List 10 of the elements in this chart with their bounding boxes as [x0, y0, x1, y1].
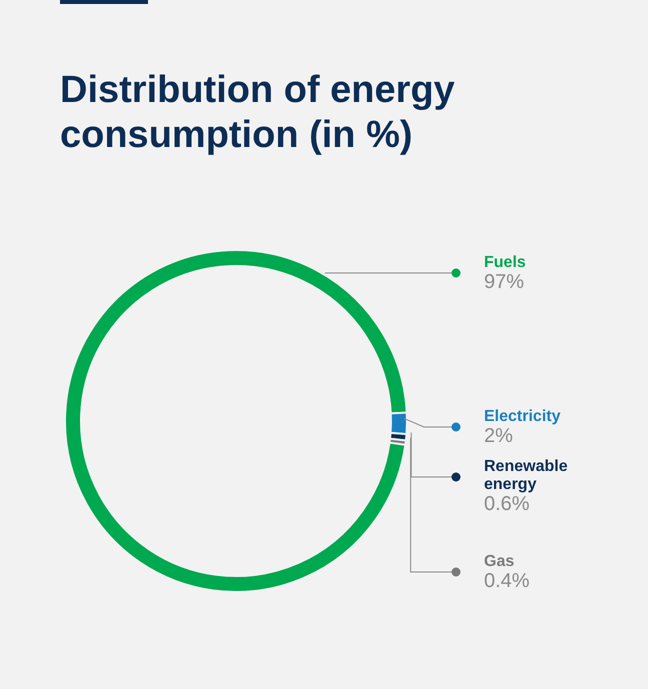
data-label: 97% [484, 271, 524, 293]
legend-label: Electricity [484, 408, 561, 425]
legend-label: Gas [484, 553, 514, 570]
chart-title: Distribution of energy consumption (in %) [60, 68, 456, 158]
legend-label: Fuels [484, 254, 526, 271]
donut-slice [64, 249, 408, 593]
legend-label: Renewable energy [484, 458, 568, 493]
data-label: 0.6% [484, 493, 530, 515]
data-label: 0.4% [484, 570, 530, 592]
data-label: 2% [484, 425, 514, 447]
